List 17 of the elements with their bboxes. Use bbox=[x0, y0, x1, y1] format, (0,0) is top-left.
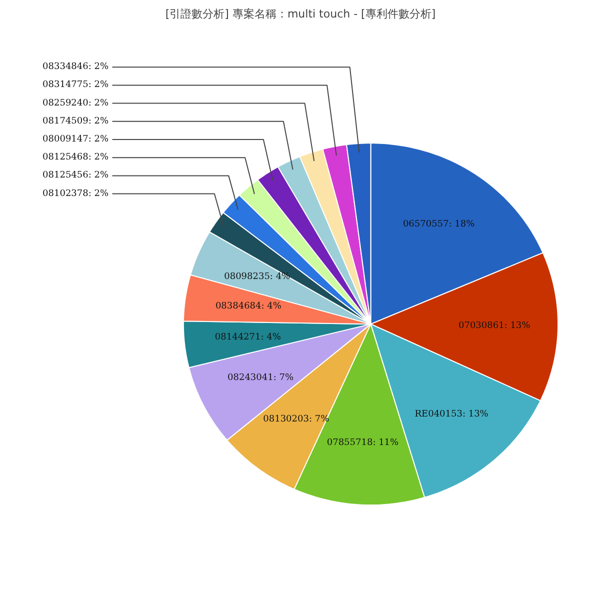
slice-label: 08125456: 2% bbox=[42, 170, 109, 181]
slice-label: 08125468: 2% bbox=[42, 152, 109, 163]
chart-title: [引證數分析] 專案名稱：multi touch - [專利件數分析] bbox=[165, 8, 436, 20]
slice-label: 08314775: 2% bbox=[42, 80, 109, 90]
slice-label: 07855718: 11% bbox=[326, 438, 400, 448]
slice-label: 08098235: 4% bbox=[224, 272, 291, 282]
slice-label: 08144271: 4% bbox=[214, 332, 282, 343]
slice-label: 08259240: 2% bbox=[42, 98, 109, 108]
slice-label: 08334846: 2% bbox=[42, 62, 109, 72]
slice-label: 07030861: 13% bbox=[458, 321, 531, 332]
slice-label: RE040153: 13% bbox=[414, 409, 489, 420]
slice-label: 08102378: 2% bbox=[42, 188, 109, 199]
slice-label: 08174509: 2% bbox=[42, 116, 109, 126]
slice-label: 08243041: 7% bbox=[228, 373, 294, 384]
slice-label: 08384684: 4% bbox=[215, 302, 282, 312]
slice-label: 06570557: 18% bbox=[402, 219, 476, 230]
slice-label: 08009147: 2% bbox=[42, 134, 109, 144]
